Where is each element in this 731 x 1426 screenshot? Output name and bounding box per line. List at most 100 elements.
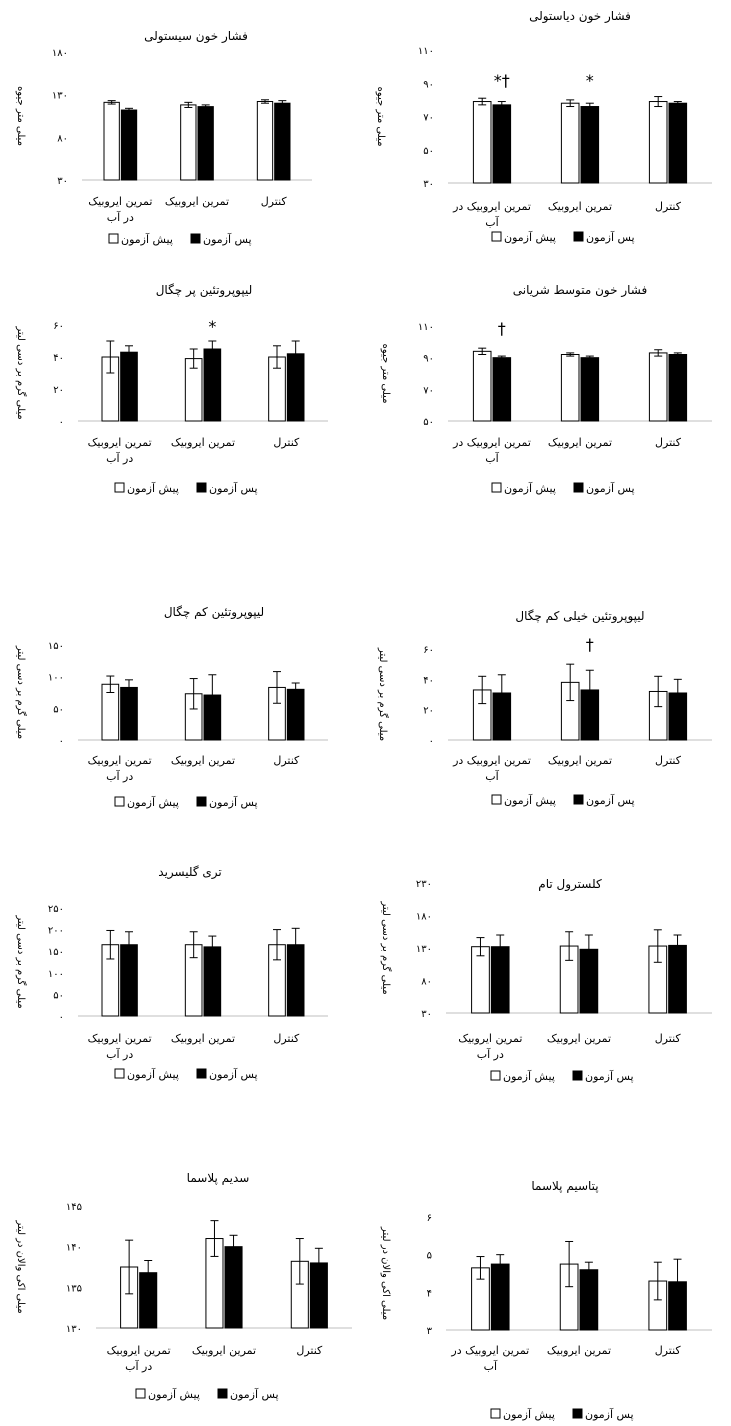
category-label: تمرین ایروبیک (548, 200, 612, 213)
legend-swatch-posttest (196, 796, 207, 807)
legend-label-posttest: پس آزمون (209, 1067, 258, 1081)
category-label: تمرین ایروبیک (547, 1344, 611, 1357)
y-tick-label: ۵۰ (423, 417, 434, 428)
chart-panel-dbp: فشار خون دیاستولی ۳۰ ۵۰ ۷۰ ۹۰ ۱۱۰ میلی متر جیو… (375, 9, 712, 244)
y-tick-label: ۴ (427, 1288, 432, 1299)
legend-label-posttest: پس آزمون (230, 1387, 279, 1401)
category-label: کنترل (273, 754, 300, 767)
y-tick-label: ۲۰۰ (48, 926, 64, 937)
y-tick-label: ۹۰ (423, 354, 434, 365)
y-tick-label: ۶۰ (53, 321, 64, 332)
chart-title: تری گلیسرید (158, 865, 221, 880)
legend-label-pretest: پیش آزمون (503, 1069, 555, 1083)
y-tick-label: ۰ (59, 417, 64, 428)
y-axis-label: میلی گرم بر دسی لیتر (15, 325, 27, 419)
category-label: کنترل (273, 436, 300, 449)
significance-mark: *† (494, 71, 510, 90)
y-tick-label: ۴۰ (53, 353, 64, 364)
legend-label-posttest: پس آزمون (585, 1069, 634, 1083)
chart-title: کلسترول تام (538, 877, 602, 892)
legend-swatch-posttest (573, 482, 584, 493)
bar-pretest (560, 354, 580, 422)
category-label: تمرین ایروبیک (88, 436, 152, 449)
y-axis-label: میلی اکی والان در لیتر (15, 1219, 26, 1313)
bar-posttest (492, 104, 512, 184)
legend-label-pretest: پیش آزمون (504, 230, 556, 244)
legend-swatch-posttest (190, 233, 201, 244)
y-axis-label: میلی اکی والان در لیتر (380, 1226, 391, 1320)
category-label: در آب (107, 210, 134, 224)
legend-swatch-pretest (491, 231, 502, 242)
bar-posttest (668, 102, 688, 184)
significance-mark: † (498, 319, 506, 338)
legend-swatch-pretest (114, 1068, 125, 1079)
legend-swatch-posttest (573, 794, 584, 805)
legend-swatch-pretest (490, 1070, 501, 1081)
y-tick-label: ۲۳۰ (416, 879, 432, 890)
chart-title: لیپوپروتئین پر چگال (156, 283, 253, 298)
y-tick-label: ۱۳۵ (66, 1283, 82, 1294)
legend-label-posttest: پس آزمون (585, 1407, 634, 1421)
legend-label-posttest: پس آزمون (586, 481, 635, 495)
y-tick-label: ۲۰ (423, 706, 434, 717)
y-tick-label: ۱۰۰ (48, 969, 64, 980)
legend-swatch-posttest (573, 231, 584, 242)
y-tick-label: ۹۰ (423, 79, 434, 90)
y-tick-label: ۰ (59, 1012, 64, 1023)
chart-title: سدیم پلاسما (187, 1171, 250, 1185)
category-label: تمرین ایروبیک (107, 1344, 171, 1357)
legend-label-pretest: پیش آزمون (504, 793, 556, 807)
legend-swatch-pretest (108, 233, 119, 244)
bar-pretest (103, 101, 120, 181)
bar-posttest (274, 102, 291, 181)
y-tick-label: ۱۳۰ (66, 1324, 82, 1335)
bar-posttest (203, 348, 222, 422)
bar-pretest (560, 102, 580, 184)
category-label: آب (485, 451, 499, 465)
bar-posttest (197, 106, 214, 181)
y-tick-label: ۶۰ (423, 645, 434, 656)
category-label: در آب (477, 1047, 504, 1061)
category-label: کنترل (261, 195, 288, 208)
bar-posttest (224, 1246, 243, 1329)
chart-title: لیپوپروتئین کم چگال (164, 605, 264, 620)
y-axis-label: میلی متر جیوه (15, 86, 26, 146)
category-label: تمرین ایروبیک (165, 195, 229, 208)
category-label: تمرین ایروبیک در (452, 436, 531, 449)
legend-label-posttest: پس آزمون (586, 230, 635, 244)
chart-title: فشار خون سیستولی (144, 29, 248, 44)
legend-swatch-posttest (196, 1068, 207, 1079)
chart-title: فشار خون متوسط شریانی (513, 283, 647, 298)
legend-swatch-posttest (572, 1070, 583, 1081)
y-tick-label: ۴۰ (423, 675, 434, 686)
category-label: تمرین ایروبیک (171, 754, 235, 767)
chart-panel-tg: تری گلیسرید ۰ ۵۰ ۱۰۰ ۱۵۰ ۲۰۰ ۲۵۰ میلی گرم بر دس… (15, 865, 328, 1081)
category-label: تمرین ایروبیک (548, 754, 612, 767)
legend-swatch-pretest (114, 796, 125, 807)
legend-label-posttest: پس آزمون (209, 481, 258, 495)
legend-label-pretest: پیش آزمون (127, 1067, 179, 1081)
y-tick-label: ۱۸۰ (416, 912, 432, 923)
bar-posttest (120, 109, 138, 181)
chart-title: لیپوپروتئین خیلی کم چگال (515, 609, 644, 624)
category-label: کنترل (655, 1344, 682, 1357)
category-label: آب (485, 215, 499, 229)
legend-label-pretest: پیش آزمون (503, 1407, 555, 1421)
legend-swatch-pretest (491, 482, 502, 493)
legend-swatch-pretest (491, 794, 502, 805)
bar-posttest (120, 351, 138, 422)
legend-label-posttest: پس آزمون (586, 793, 635, 807)
category-label: تمرین ایروبیک در (452, 200, 531, 213)
chart-panel-ldl: لیپوپروتئین کم چگال ۰ ۵۰ ۱۰۰ ۱۵۰ میلی گرم بر … (15, 605, 328, 809)
y-tick-label: ۱۱۰ (418, 322, 434, 333)
y-tick-label: ۸۰ (421, 977, 432, 988)
y-axis-label: میلی متر جیوه (380, 344, 391, 404)
y-tick-label: ۳۰ (423, 179, 434, 190)
y-axis-label: میلی گرم بر دسی لیتر (15, 914, 27, 1008)
chart-panel-sbp: فشار خون سیستولی ۳۰ ۸۰ ۱۳۰ ۱۸۰ میلی متر جیوه ت… (15, 29, 312, 246)
legend-label-pretest: پیش آزمون (148, 1387, 200, 1401)
bar-pretest (472, 101, 492, 184)
bar-posttest (580, 357, 600, 422)
y-tick-label: ۷۰ (423, 385, 434, 396)
bar-posttest (668, 354, 688, 422)
